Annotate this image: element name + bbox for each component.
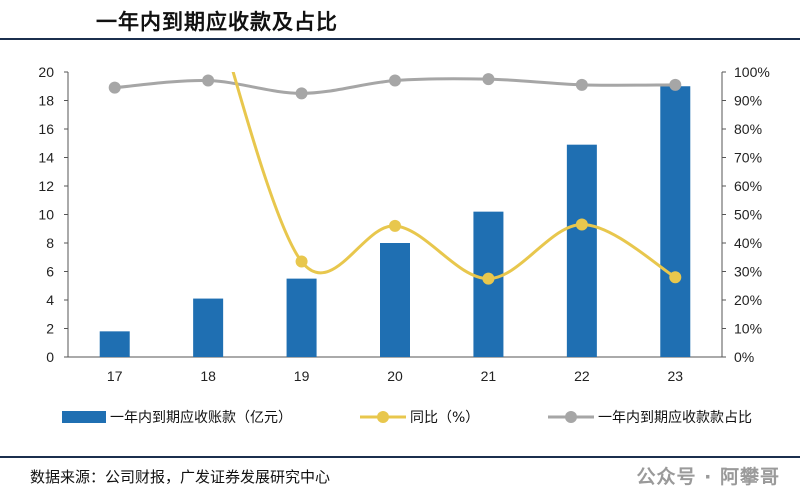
legend-label-yoy: 同比（%） [410, 410, 479, 426]
legend: 一年内到期应收账款（亿元） 同比（%） 一年内到期应收款款占比 [62, 409, 752, 426]
share-point [295, 87, 308, 100]
left-tick-label: 12 [38, 178, 54, 194]
legend-marker-share [565, 411, 577, 423]
left-tick-label: 20 [38, 64, 54, 80]
right-tick-label: 80% [734, 121, 762, 137]
source-divider [0, 456, 800, 458]
left-tick-label: 2 [46, 321, 54, 337]
share-point [575, 78, 588, 91]
share-point [669, 78, 682, 91]
right-tick-label: 60% [734, 178, 762, 194]
axes: 0 2 4 6 8 10 12 14 16 18 20 0% 10% 20% 30% 40% 50% 60% 70%… [38, 64, 769, 384]
right-tick-label: 70% [734, 150, 762, 166]
left-tick-label: 8 [46, 235, 54, 251]
yoy-point [669, 271, 682, 284]
yoy-point [295, 255, 308, 268]
right-tick-label: 100% [734, 64, 770, 80]
source-note: 数据来源：公司财报，广发证券发展研究中心 [30, 468, 331, 486]
left-tick-label: 16 [38, 121, 54, 137]
right-tick-label: 40% [734, 235, 762, 251]
left-tick-label: 14 [38, 150, 54, 166]
right-tick-label: 10% [734, 321, 762, 337]
left-tick-label: 18 [38, 93, 54, 109]
left-tick-label: 0 [46, 349, 54, 365]
chart: 0 2 4 6 8 10 12 14 16 18 20 0% 10% 20% 30% 40% 50% 60% 70%… [38, 64, 769, 426]
x-tick-label: 19 [294, 368, 310, 384]
yoy-point [389, 219, 401, 232]
x-tick-label: 23 [667, 368, 683, 384]
legend-marker-yoy [377, 411, 389, 423]
left-tick-label: 10 [38, 207, 54, 223]
watermark: 公众号 · 阿攀哥 [636, 466, 780, 488]
share-point [202, 74, 215, 87]
yoy-point [482, 272, 495, 285]
left-tick-label: 4 [46, 292, 54, 308]
legend-swatch-bar [62, 411, 106, 423]
page-title: 一年内到期应收款及占比 [96, 10, 338, 34]
bar [99, 331, 130, 357]
bar [660, 86, 691, 357]
bar [286, 278, 317, 357]
left-tick-label: 6 [46, 264, 54, 280]
bar [566, 144, 597, 357]
right-tick-label: 20% [734, 292, 762, 308]
bar [380, 243, 410, 357]
right-tick-label: 30% [734, 264, 762, 280]
right-tick-label: 0% [734, 349, 754, 365]
x-tick-label: 21 [481, 368, 497, 384]
right-tick-label: 50% [734, 207, 762, 223]
legend-label-share: 一年内到期应收款款占比 [598, 409, 752, 426]
x-tick-label: 17 [107, 368, 123, 384]
share-point [108, 81, 121, 94]
yoy-point [575, 218, 588, 231]
bar [193, 298, 224, 357]
yoy-line [231, 72, 677, 281]
x-tick-label: 22 [574, 368, 590, 384]
line-series [108, 72, 682, 285]
right-tick-label: 90% [734, 93, 762, 109]
title-divider [0, 38, 800, 40]
share-point [482, 73, 495, 86]
x-tick-label: 20 [387, 368, 403, 384]
x-tick-label: 18 [200, 368, 216, 384]
share-point [389, 74, 401, 87]
legend-label-bar: 一年内到期应收账款（亿元） [110, 409, 292, 426]
